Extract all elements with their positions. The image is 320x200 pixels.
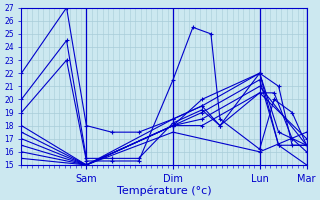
- X-axis label: Température (°c): Température (°c): [117, 185, 211, 196]
